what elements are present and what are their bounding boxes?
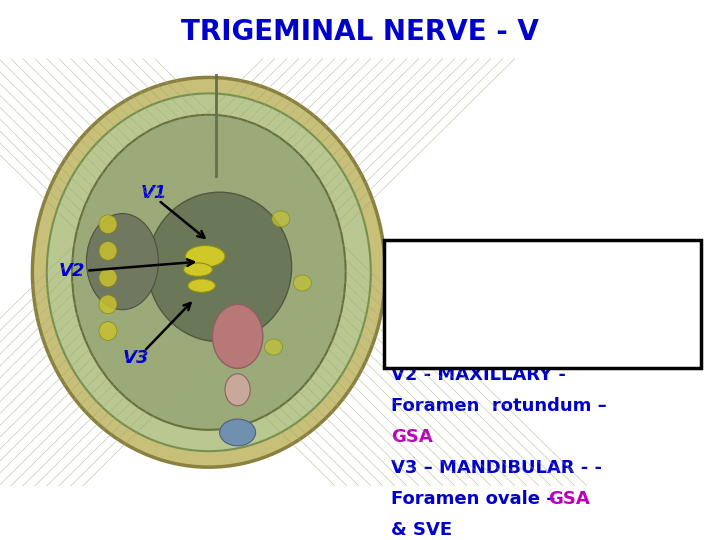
Ellipse shape (72, 115, 346, 430)
Ellipse shape (99, 241, 117, 260)
Ellipse shape (272, 211, 289, 227)
Text: & SVE: & SVE (391, 521, 452, 539)
Text: Foramen  rotundum –: Foramen rotundum – (391, 397, 607, 415)
Text: V2: V2 (59, 262, 86, 280)
Ellipse shape (225, 374, 251, 406)
Text: GSA: GSA (400, 327, 442, 346)
Text: V1: V1 (140, 184, 167, 202)
Ellipse shape (185, 246, 225, 267)
Ellipse shape (184, 263, 212, 276)
Text: V2 - MAXILLARY -: V2 - MAXILLARY - (391, 366, 566, 384)
Ellipse shape (265, 339, 283, 355)
Ellipse shape (294, 275, 311, 291)
Text: V1 – OPHTHALMIC -: V1 – OPHTHALMIC - (400, 256, 596, 274)
Ellipse shape (188, 279, 215, 292)
Ellipse shape (99, 268, 117, 287)
Ellipse shape (86, 213, 158, 309)
Text: TRIGEMINAL NERVE - V: TRIGEMINAL NERVE - V (181, 18, 539, 46)
Text: V3: V3 (122, 349, 149, 367)
Ellipse shape (212, 305, 263, 368)
Ellipse shape (47, 93, 371, 451)
Text: V3 – MANDIBULAR - -: V3 – MANDIBULAR - - (391, 459, 602, 477)
Ellipse shape (99, 295, 117, 314)
Ellipse shape (99, 322, 117, 340)
FancyBboxPatch shape (384, 240, 701, 368)
Text: GSA: GSA (548, 490, 590, 508)
Ellipse shape (148, 192, 292, 342)
Ellipse shape (220, 419, 256, 446)
Text: Sup. Orbital fissure –: Sup. Orbital fissure – (400, 290, 613, 308)
Ellipse shape (32, 77, 385, 467)
Text: Foramen ovale –: Foramen ovale – (391, 490, 562, 508)
Ellipse shape (99, 215, 117, 234)
Text: GSA: GSA (391, 428, 433, 446)
